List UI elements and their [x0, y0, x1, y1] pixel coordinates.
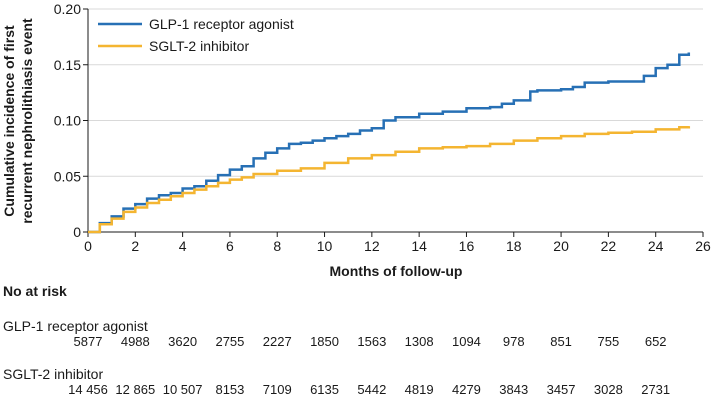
series-line-glp1	[88, 52, 691, 234]
risk-count: 14 456	[68, 382, 108, 397]
risk-count: 851	[550, 334, 572, 349]
risk-count: 2731	[641, 382, 671, 397]
legend: GLP-1 receptor agonist SGLT-2 inhibitor	[98, 16, 294, 54]
risk-count: 6135	[310, 382, 339, 397]
y-tick-label: 0.20	[54, 1, 81, 17]
series-lines	[88, 52, 691, 234]
risk-count: 4819	[404, 382, 434, 397]
risk-count: 10 507	[162, 382, 203, 397]
x-tick-label: 4	[179, 238, 187, 254]
risk-count: 652	[644, 334, 667, 349]
y-tick-label: 0	[73, 224, 81, 240]
risk-count: 3028	[593, 382, 623, 397]
series-line-sglt2	[88, 125, 691, 234]
legend-label: GLP-1 receptor agonist	[149, 16, 294, 32]
risk-count: 755	[597, 334, 620, 349]
risk-count: 7109	[262, 382, 292, 397]
x-axis-title: Months of follow-up	[330, 263, 463, 279]
risk-group-label-glp1: GLP-1 receptor agonist	[3, 318, 148, 334]
risk-count: 3620	[168, 334, 198, 349]
risk-count: 12 865	[115, 382, 156, 397]
x-tick-label: 8	[273, 238, 281, 254]
risk-count: 8153	[215, 382, 245, 397]
km-chart: 00.050.100.150.20 0 2 4 6 8 10 12 14 16 18 20 22 24 2…	[1, 1, 711, 279]
x-tick-label: 22	[601, 238, 617, 254]
risk-count: 4988	[120, 334, 150, 349]
x-tick-label: 0	[84, 238, 92, 254]
x-tick-label: 16	[459, 238, 475, 254]
x-tick-label: 26	[695, 238, 711, 254]
risk-count: 2227	[262, 334, 292, 349]
legend-label: SGLT-2 inhibitor	[149, 38, 249, 54]
x-tick-label: 6	[226, 238, 234, 254]
x-tick-label: 24	[648, 238, 664, 254]
risk-count: 2755	[215, 334, 245, 349]
risk-count: 1563	[357, 334, 387, 349]
risk-count: 3843	[499, 382, 529, 397]
x-axis: 0 2 4 6 8 10 12 14 16 18 20 22 24 26	[84, 231, 711, 254]
y-tick-label: 0.10	[54, 113, 81, 129]
gridlines	[88, 8, 703, 177]
y-tick-label: 0.05	[54, 168, 81, 184]
risk-count: 3457	[546, 382, 576, 397]
x-tick-label: 2	[131, 238, 139, 254]
risk-count: 1094	[451, 334, 481, 349]
risk-count: 4279	[451, 382, 481, 397]
risk-count: 5442	[357, 382, 387, 397]
risk-count: 5877	[73, 334, 103, 349]
x-tick-label: 20	[553, 238, 569, 254]
x-tick-label: 14	[411, 238, 427, 254]
risk-count: 1308	[404, 334, 434, 349]
risk-group-label-sglt2: SGLT-2 inhibitor	[3, 366, 104, 382]
risk-count: 1850	[310, 334, 339, 349]
y-axis-title-line-1: Cumulative incidence of first	[1, 25, 17, 217]
risk-count: 978	[502, 334, 525, 349]
risk-table-heading: No at risk	[3, 283, 67, 299]
y-axis: 0 0.05 0.10 0.15 0.20	[54, 1, 89, 240]
x-tick-label: 12	[364, 238, 380, 254]
y-tick-label: 0.15	[54, 57, 81, 73]
x-tick-label: 10	[317, 238, 333, 254]
y-axis-title-line-2: recurrent nephrolithiasis event	[19, 18, 35, 224]
x-tick-label: 18	[506, 238, 522, 254]
